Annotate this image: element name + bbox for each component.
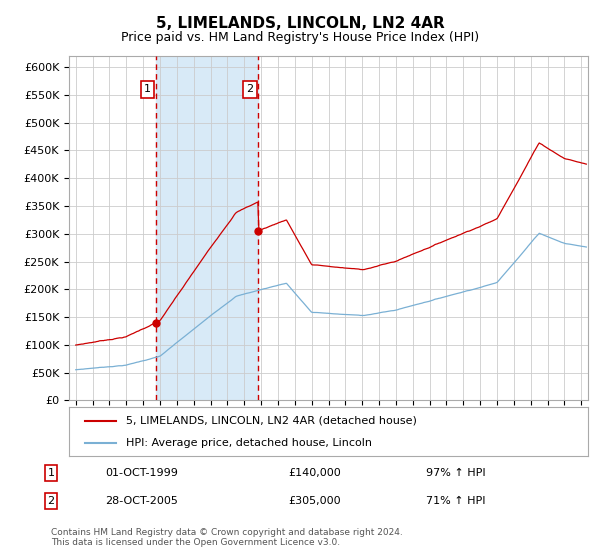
Text: 28-OCT-2005: 28-OCT-2005 — [105, 496, 178, 506]
Text: £140,000: £140,000 — [288, 468, 341, 478]
Text: 2: 2 — [47, 496, 55, 506]
Text: 71% ↑ HPI: 71% ↑ HPI — [426, 496, 485, 506]
Text: Price paid vs. HM Land Registry's House Price Index (HPI): Price paid vs. HM Land Registry's House … — [121, 31, 479, 44]
Text: 01-OCT-1999: 01-OCT-1999 — [105, 468, 178, 478]
Text: HPI: Average price, detached house, Lincoln: HPI: Average price, detached house, Linc… — [126, 437, 372, 447]
Bar — [156, 56, 258, 400]
Text: 5, LIMELANDS, LINCOLN, LN2 4AR: 5, LIMELANDS, LINCOLN, LN2 4AR — [155, 16, 445, 31]
Text: 2: 2 — [246, 85, 253, 94]
Text: 5, LIMELANDS, LINCOLN, LN2 4AR (detached house): 5, LIMELANDS, LINCOLN, LN2 4AR (detached… — [126, 416, 417, 426]
Text: 1: 1 — [144, 85, 151, 94]
Text: £305,000: £305,000 — [288, 496, 341, 506]
Text: 1: 1 — [47, 468, 55, 478]
Text: Contains HM Land Registry data © Crown copyright and database right 2024.
This d: Contains HM Land Registry data © Crown c… — [51, 528, 403, 547]
Text: 97% ↑ HPI: 97% ↑ HPI — [426, 468, 485, 478]
